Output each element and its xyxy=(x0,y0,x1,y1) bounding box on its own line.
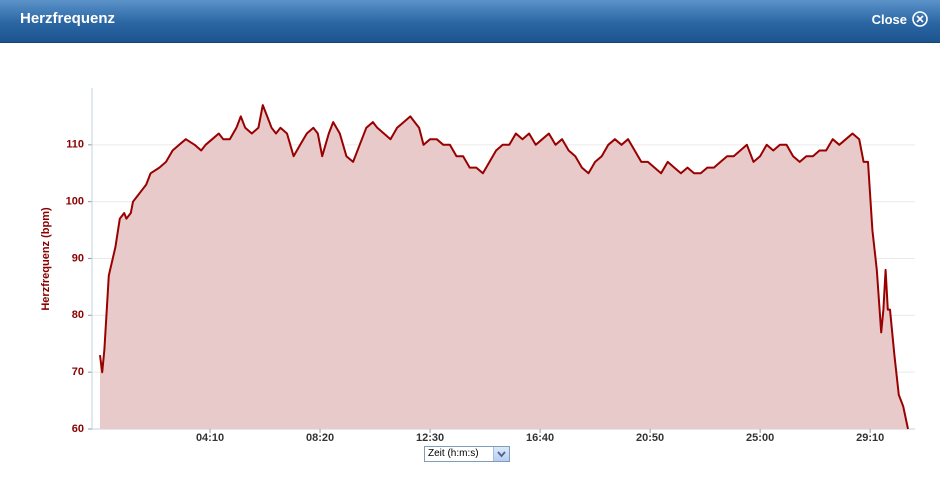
x-tick-label: 16:40 xyxy=(526,432,554,444)
x-tick-label: 29:10 xyxy=(856,432,884,444)
y-axis-label: Herzfrequenz (bpm) xyxy=(40,207,52,311)
area xyxy=(100,105,908,429)
header: Herzfrequenz Close xyxy=(0,0,940,43)
close-label[interactable]: Close xyxy=(871,11,907,27)
y-tick-label: 70 xyxy=(72,366,84,378)
line xyxy=(99,104,909,430)
x-tick-label: 04:10 xyxy=(196,432,224,444)
y-tick-label: 110 xyxy=(66,139,84,151)
y-tick-label: 80 xyxy=(72,309,84,321)
y-tick-label: 100 xyxy=(66,196,84,208)
x-tick-label: 08:20 xyxy=(306,432,334,444)
dropdown-label[interactable]: Zeit (h:m:s) xyxy=(428,448,479,459)
dropdown-arrow[interactable] xyxy=(493,447,509,461)
x-tick-label: 12:30 xyxy=(416,432,444,444)
header-title: Herzfrequenz xyxy=(20,10,116,27)
y-tick-label: 90 xyxy=(72,252,84,264)
close-button[interactable]: Close xyxy=(872,11,928,27)
x-axis-dropdown[interactable]: Zeit (h:m:s) xyxy=(424,446,510,462)
x-tick-label: 20:50 xyxy=(636,432,664,444)
close-icon[interactable] xyxy=(912,11,928,27)
x-tick-label: 25:00 xyxy=(746,432,774,444)
y-tick-label: 60 xyxy=(72,423,84,435)
